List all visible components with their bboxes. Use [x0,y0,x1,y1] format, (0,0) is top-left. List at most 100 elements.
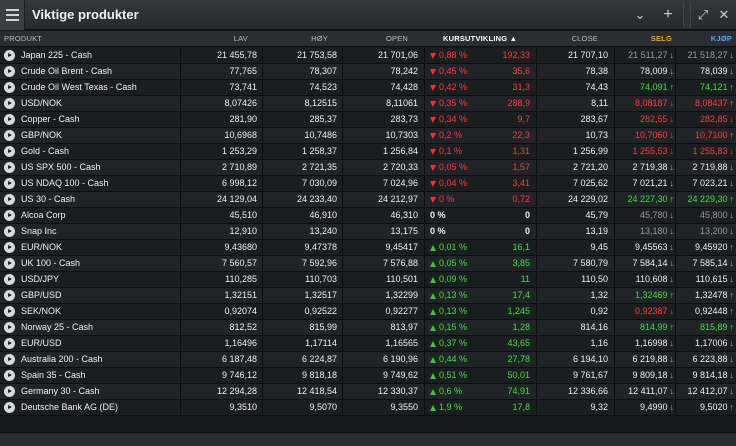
buy-price[interactable]: 9,5020 ↑ [676,400,734,415]
buy-price[interactable]: 12 412,07 ↓ [676,384,734,399]
sell-price[interactable]: 1 255,53 ↓ [616,144,674,159]
product-name[interactable]: US SPX 500 - Cash [21,162,101,172]
row-expand-icon[interactable] [4,194,15,205]
buy-price[interactable]: 24 229,30 ↑ [676,192,734,207]
buy-price[interactable]: 282,85 ↓ [676,112,734,127]
sell-price[interactable]: 7 021,21 ↓ [616,176,674,191]
table-row[interactable]: SEK/NOK 0,92074 0,92522 0,92277 0,13 % 1,245 0… [0,304,736,320]
row-expand-icon[interactable] [4,258,15,269]
row-expand-icon[interactable] [4,66,15,77]
product-name[interactable]: Australia 200 - Cash [21,354,103,364]
product-name[interactable]: SEK/NOK [21,306,62,316]
row-expand-icon[interactable] [4,226,15,237]
table-row[interactable]: Australia 200 - Cash 6 187,48 6 224,87 6 19… [0,352,736,368]
product-name[interactable]: USD/JPY [21,274,60,284]
buy-price[interactable]: 110,615 ↓ [676,272,734,287]
buy-price[interactable]: 9,45920 ↑ [676,240,734,255]
product-name[interactable]: GBP/USD [21,290,62,300]
sell-price[interactable]: 110,608 ↓ [616,272,674,287]
sell-price[interactable]: 1,32469 ↑ [616,288,674,303]
sell-price[interactable]: 24 227,30 ↑ [616,192,674,207]
row-expand-icon[interactable] [4,274,15,285]
sell-price[interactable]: 282,55 ↓ [616,112,674,127]
buy-price[interactable]: 7 585,14 ↓ [676,256,734,271]
table-row[interactable]: Alcoa Corp 45,510 46,910 46,310 0 % 0 45,79 45,… [0,208,736,224]
buy-price[interactable]: 10,7100 ↑ [676,128,734,143]
table-row[interactable]: US 30 - Cash 24 129,04 24 233,40 24 212,97 0… [0,192,736,208]
buy-price[interactable]: 1,32478 ↑ [676,288,734,303]
product-name[interactable]: EUR/NOK [21,242,63,252]
table-row[interactable]: GBP/USD 1,32151 1,32517 1,32299 0,13 % 17,4 1,… [0,288,736,304]
header-low[interactable]: LAV [233,34,248,43]
table-row[interactable]: Japan 225 - Cash 21 455,78 21 753,58 21 701… [0,48,736,64]
product-name[interactable]: Spain 35 - Cash [21,370,86,380]
product-name[interactable]: US 30 - Cash [21,194,76,204]
sell-price[interactable]: 814,99 ↑ [616,320,674,335]
buy-price[interactable]: 9 814,18 ↓ [676,368,734,383]
buy-price[interactable]: 6 223,88 ↓ [676,352,734,367]
sell-price[interactable]: 7 584,14 ↓ [616,256,674,271]
buy-price[interactable]: 0,92448 ↑ [676,304,734,319]
sell-price[interactable]: 74,091 ↑ [616,80,674,95]
sell-price[interactable]: 45,780 ↓ [616,208,674,223]
sell-price[interactable]: 78,009 ↓ [616,64,674,79]
header-open[interactable]: OPEN [385,34,408,43]
row-expand-icon[interactable] [4,402,15,413]
sell-price[interactable]: 21 511,27 ↓ [616,48,674,63]
buy-price[interactable]: 21 518,27 ↓ [676,48,734,63]
row-expand-icon[interactable] [4,178,15,189]
buy-price[interactable]: 8,08437 ↑ [676,96,734,111]
header-product[interactable]: PRODUKT [4,34,43,43]
row-expand-icon[interactable] [4,210,15,221]
chevron-down-icon[interactable]: ⌄ [634,7,646,22]
buy-price[interactable]: 1 255,83 ↓ [676,144,734,159]
buy-price[interactable]: 815,89 ↑ [676,320,734,335]
sell-price[interactable]: 8,08187 ↓ [616,96,674,111]
table-row[interactable]: Crude Oil West Texas - Cash 73,741 74,523 7… [0,80,736,96]
product-name[interactable]: Copper - Cash [21,114,80,124]
sell-price[interactable]: 0,92387 ↓ [616,304,674,319]
row-expand-icon[interactable] [4,82,15,93]
row-expand-icon[interactable] [4,354,15,365]
row-expand-icon[interactable] [4,98,15,109]
buy-price[interactable]: 74,121 ↑ [676,80,734,95]
table-row[interactable]: Copper - Cash 281,90 285,37 283,73 0,34 % 9,7… [0,112,736,128]
table-row[interactable]: Germany 30 - Cash 12 294,28 12 418,54 12 33… [0,384,736,400]
drag-handle[interactable] [683,2,691,28]
sell-price[interactable]: 12 411,07 ↓ [616,384,674,399]
sell-price[interactable]: 6 219,88 ↓ [616,352,674,367]
product-name[interactable]: Japan 225 - Cash [21,50,93,60]
row-expand-icon[interactable] [4,290,15,301]
buy-price[interactable]: 7 023,21 ↓ [676,176,734,191]
product-name[interactable]: Crude Oil West Texas - Cash [21,82,137,92]
product-name[interactable]: US NDAQ 100 - Cash [21,178,109,188]
table-row[interactable]: Snap Inc 12,910 13,240 13,175 0 % 0 13,19 13,18… [0,224,736,240]
row-expand-icon[interactable] [4,130,15,141]
table-row[interactable]: Norway 25 - Cash 812,52 815,99 813,97 0,15 %… [0,320,736,336]
buy-price[interactable]: 13,200 ↓ [676,224,734,239]
row-expand-icon[interactable] [4,386,15,397]
header-high[interactable]: HØY [311,34,328,43]
buy-price[interactable]: 2 719,88 ↓ [676,160,734,175]
row-expand-icon[interactable] [4,50,15,61]
close-icon[interactable]: ✕ [718,7,730,22]
sell-price[interactable]: 13,180 ↓ [616,224,674,239]
product-name[interactable]: Crude Oil Brent - Cash [21,66,113,76]
table-row[interactable]: UK 100 - Cash 7 560,57 7 592,96 7 576,88 0,0… [0,256,736,272]
table-row[interactable]: USD/JPY 110,285 110,703 110,501 0,09 % 11 110,… [0,272,736,288]
table-row[interactable]: Gold - Cash 1 253,29 1 258,37 1 256,84 0,1 %… [0,144,736,160]
expand-icon[interactable]: ⤢ [697,7,709,22]
row-expand-icon[interactable] [4,242,15,253]
row-expand-icon[interactable] [4,322,15,333]
table-row[interactable]: US SPX 500 - Cash 2 710,89 2 721,35 2 720,3… [0,160,736,176]
sell-price[interactable]: 2 719,38 ↓ [616,160,674,175]
product-name[interactable]: Gold - Cash [21,146,70,156]
table-row[interactable]: Spain 35 - Cash 9 746,12 9 818,18 9 749,62 0… [0,368,736,384]
table-row[interactable]: Deutsche Bank AG (DE) 9,3510 9,5070 9,3550 1… [0,400,736,416]
header-close[interactable]: CLOSE [571,34,598,43]
table-row[interactable]: USD/NOK 8,07426 8,12515 8,11061 0,35 % 288,9 8… [0,96,736,112]
row-expand-icon[interactable] [4,370,15,381]
row-expand-icon[interactable] [4,162,15,173]
row-expand-icon[interactable] [4,338,15,349]
product-name[interactable]: Germany 30 - Cash [21,386,100,396]
